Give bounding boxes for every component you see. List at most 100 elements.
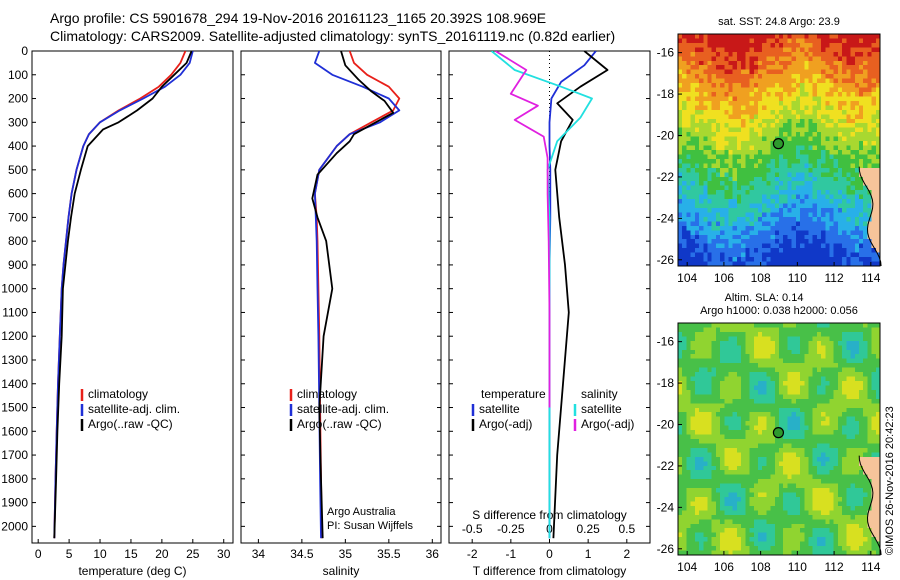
heatmap-cell — [703, 398, 708, 404]
heatmap-cell — [715, 158, 721, 164]
heatmap-cell — [825, 541, 830, 547]
heatmap-cell — [787, 514, 792, 520]
heatmap-cell — [694, 105, 700, 111]
heatmap-cell — [703, 225, 708, 231]
heatmap-cell — [808, 87, 813, 93]
heatmap-cell — [842, 358, 847, 364]
heatmap-cell — [804, 261, 809, 267]
heatmap-cell — [774, 372, 780, 377]
heatmap-cell — [753, 430, 759, 435]
heatmap-cell — [871, 443, 877, 449]
heatmap-cell — [779, 248, 784, 253]
heatmap-cell — [678, 248, 683, 253]
heatmap-cell — [783, 488, 788, 493]
heatmap-cell — [728, 425, 734, 431]
heatmap-cell — [753, 452, 759, 458]
heatmap-cell — [749, 340, 755, 346]
heatmap-cell — [779, 203, 784, 209]
heatmap-cell — [804, 523, 809, 529]
heatmap-cell — [766, 358, 771, 364]
heatmap-cell — [757, 425, 763, 431]
heatmap-cell — [858, 488, 864, 493]
heatmap-cell — [694, 109, 700, 115]
heatmap-cell — [741, 367, 746, 373]
heatmap-cell — [682, 421, 687, 426]
heatmap-cell — [770, 38, 776, 44]
heatmap-cell — [800, 74, 805, 79]
heatmap-cell — [871, 385, 877, 391]
heatmap-cell — [715, 354, 721, 359]
heatmap-cell — [774, 47, 780, 53]
heatmap-cell — [711, 488, 717, 493]
heatmap-cell — [795, 389, 801, 395]
heatmap-cell — [804, 109, 809, 115]
heatmap-cell — [863, 470, 868, 475]
heatmap-cell — [707, 323, 712, 328]
heatmap-cell — [812, 358, 818, 364]
heatmap-cell — [703, 230, 708, 236]
heatmap-cell — [774, 261, 780, 267]
heatmap-cell — [837, 208, 843, 213]
heatmap-cell — [724, 474, 729, 480]
heatmap-cell — [800, 221, 805, 227]
heatmap-cell — [816, 456, 822, 462]
heatmap-cell — [808, 60, 813, 66]
heatmap-cell — [686, 158, 691, 164]
heatmap-cell — [678, 541, 683, 547]
heatmap-cell — [749, 172, 755, 178]
heatmap-cell — [783, 114, 788, 120]
heatmap-cell — [749, 528, 755, 533]
heatmap-cell — [757, 372, 763, 377]
heatmap-cell — [745, 118, 750, 124]
heatmap-cell — [837, 492, 843, 498]
heatmap-cell — [749, 541, 755, 547]
heatmap-cell — [863, 421, 868, 426]
heatmap-cell — [711, 105, 717, 111]
heatmap-cell — [825, 425, 830, 431]
heatmap-cell — [707, 78, 712, 84]
heatmap-cell — [732, 225, 738, 231]
heatmap-cell — [808, 199, 813, 204]
heatmap-cell — [732, 92, 738, 97]
heatmap-cell — [833, 474, 839, 480]
heatmap-cell — [728, 127, 734, 133]
heatmap-cell — [728, 118, 734, 124]
heatmap-cell — [829, 65, 835, 70]
heatmap-cell — [816, 537, 822, 542]
heatmap-cell — [686, 212, 691, 218]
heatmap-cell — [875, 96, 881, 102]
heatmap-cell — [762, 234, 767, 240]
heatmap-cell — [678, 394, 683, 400]
heatmap-cell — [875, 421, 881, 426]
heatmap-cell — [732, 163, 738, 169]
heatmap-cell — [795, 505, 801, 511]
heatmap-cell — [779, 439, 784, 444]
heatmap-cell — [720, 331, 725, 337]
heatmap-cell — [707, 69, 712, 75]
heatmap-cell — [745, 47, 750, 53]
heatmap-cell — [736, 434, 742, 440]
heatmap-cell — [783, 56, 788, 62]
heatmap-cell — [715, 479, 721, 484]
heatmap-cell — [766, 252, 771, 258]
heatmap-cell — [816, 430, 822, 435]
heatmap-cell — [707, 354, 712, 359]
heatmap-cell — [745, 136, 750, 142]
heatmap-cell — [800, 479, 805, 484]
heatmap-cell — [741, 51, 746, 57]
heatmap-cell — [749, 425, 755, 431]
heatmap-cell — [749, 252, 755, 258]
heatmap-cell — [686, 92, 691, 97]
heatmap-cell — [804, 132, 809, 137]
heatmap-cell — [707, 514, 712, 520]
heatmap-cell — [875, 443, 881, 449]
heatmap-cell — [791, 109, 797, 115]
heatmap-cell — [804, 327, 809, 333]
heatmap-cell — [715, 537, 721, 542]
heatmap-cell — [770, 261, 776, 267]
heatmap-cell — [741, 65, 746, 70]
heatmap-cell — [783, 336, 788, 342]
heatmap-cell — [753, 541, 759, 547]
heatmap-cell — [854, 123, 860, 128]
heatmap-cell — [707, 501, 712, 507]
